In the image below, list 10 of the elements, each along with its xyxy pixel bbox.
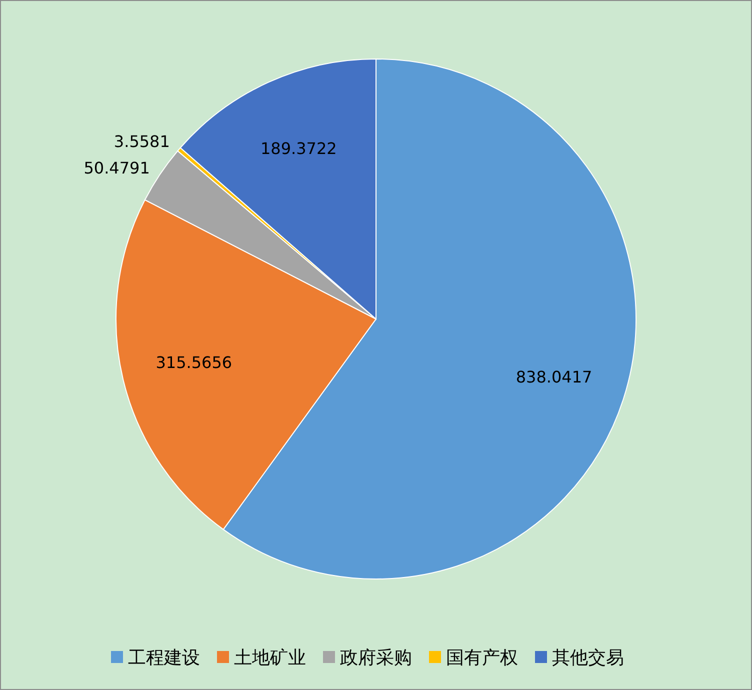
legend-label: 工程建设 (128, 647, 200, 668)
legend-label: 土地矿业 (234, 647, 306, 668)
data-label: 3.5581 (114, 132, 170, 152)
data-label: 315.5656 (156, 352, 232, 372)
legend-label: 国有产权 (446, 647, 518, 668)
legend-label: 政府采购 (340, 647, 412, 668)
legend-label: 其他交易 (552, 647, 624, 668)
data-label: 50.4791 (84, 158, 150, 178)
data-label: 189.3722 (260, 139, 337, 158)
data-label: 838.0417 (516, 367, 592, 386)
